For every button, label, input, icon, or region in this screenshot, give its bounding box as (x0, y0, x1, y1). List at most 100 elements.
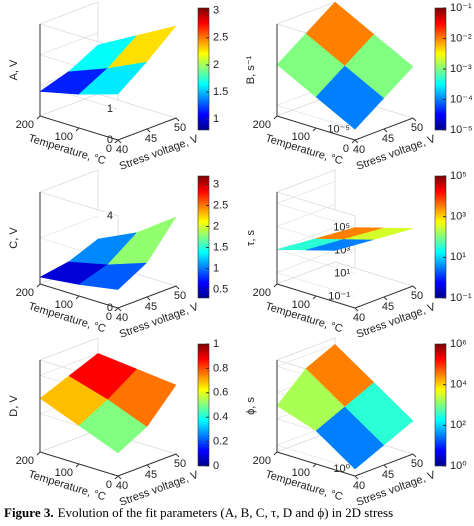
y-tick-label: 100 (292, 131, 310, 143)
x-tick (117, 139, 122, 144)
y-tick (75, 127, 80, 132)
y-tick-label: 200 (16, 119, 34, 131)
colorbar-tick-label: 0.5 (213, 283, 228, 295)
x-tick-label: 40 (353, 480, 365, 492)
y-tick (273, 115, 278, 120)
x-tick (412, 117, 417, 122)
y-tick-label: 0 (106, 143, 112, 155)
y-tick-label: 200 (16, 455, 34, 467)
x-tick (354, 307, 359, 312)
colorbar-tick-label: 10⁻¹ (450, 292, 472, 304)
colorbar-tick-label: 10⁻⁵ (450, 124, 473, 136)
colorbar-tick-label: 0.4 (213, 411, 228, 423)
z-axis-label: B, s⁻¹ (245, 55, 257, 84)
y-tick-label: 100 (292, 299, 310, 311)
colorbar-tick-label: 2 (213, 59, 219, 71)
y-tick (75, 295, 80, 300)
y-tick (36, 283, 41, 288)
x-tick-label: 40 (353, 312, 365, 324)
x-tick-label: 40 (116, 480, 128, 492)
colorbar-tick-label: 0.6 (213, 387, 228, 399)
colorbar-tick-label: 10⁻¹ (450, 2, 472, 14)
caption: Figure 3. Evolution of the fit parameters… (4, 505, 474, 521)
y-tick (273, 451, 278, 456)
x-tick-label: 40 (116, 312, 128, 324)
y-tick (114, 475, 119, 480)
surface-patch (107, 368, 177, 428)
x-tick (117, 307, 122, 312)
z-tick-label: 4 (107, 210, 113, 222)
y-tick (36, 115, 41, 120)
x-tick-label: 45 (145, 301, 157, 313)
colorbar-tick-label: 0.8 (213, 362, 228, 374)
colorbar-tick-label: 10⁴ (450, 379, 467, 391)
x-tick (383, 464, 388, 469)
y-tick-label: 200 (253, 455, 271, 467)
z-axis-label: τ, s (245, 230, 257, 246)
x-tick-label: 50 (411, 290, 423, 302)
y-tick (273, 283, 278, 288)
surface-plot: 10⁰10²10⁴10⁶100200404550ϕ, sTemperature,… (245, 337, 467, 509)
z-axis-label: D, V (8, 395, 20, 417)
colorbar-tick-label: 1.5 (213, 86, 228, 98)
x-tick (117, 475, 122, 480)
colorbar (434, 175, 447, 299)
y-tick-label: 0 (343, 143, 349, 155)
colorbar (197, 175, 210, 299)
x-tick-label: 50 (174, 290, 186, 302)
z-axis-label: ϕ, s (245, 397, 257, 415)
colorbar-tick-label: 2.5 (213, 32, 228, 44)
z-tick-label: 10⁻⁵ (327, 123, 350, 135)
y-tick (351, 139, 356, 144)
y-tick (114, 307, 119, 312)
y-tick (75, 463, 80, 468)
y-tick (312, 463, 317, 468)
y-tick-label: 100 (55, 131, 73, 143)
x-axis-label: Stress voltage, V (355, 301, 438, 341)
x-tick-label: 40 (116, 144, 128, 156)
x-axis-label: Stress voltage, V (355, 133, 438, 173)
z-axis-label: C, V (8, 227, 20, 249)
x-tick (412, 453, 417, 458)
colorbar-tick-label: 0.2 (213, 436, 228, 448)
z-tick-label: 10⁰ (333, 463, 350, 475)
colorbar-tick-label: 10¹ (450, 251, 466, 263)
z-tick-label: 0 (107, 302, 113, 314)
x-axis-label: Stress voltage, V (355, 469, 438, 505)
x-axis-label: Stress voltage, V (118, 469, 201, 505)
x-tick (175, 285, 180, 290)
x-tick-label: 50 (174, 458, 186, 470)
x-tick (146, 128, 151, 133)
y-tick (36, 451, 41, 456)
colorbar (197, 343, 210, 467)
z-tick-label: 1 (107, 103, 113, 115)
colorbar-tick-label: 10³ (450, 211, 466, 223)
colorbar (434, 343, 447, 467)
colorbar-tick-label: 0 (213, 460, 219, 472)
z-axis-label: A, V (8, 59, 20, 80)
colorbar-tick-label: 1.5 (213, 241, 228, 253)
z-tick-label: 10¹ (334, 267, 350, 279)
x-tick-label: 40 (353, 144, 365, 156)
y-tick-label: 0 (106, 311, 112, 323)
x-tick-label: 45 (382, 133, 394, 145)
x-tick (383, 296, 388, 301)
x-tick-label: 45 (145, 133, 157, 145)
x-tick (354, 139, 359, 144)
y-tick-label: 0 (106, 479, 112, 491)
x-tick-label: 45 (382, 301, 394, 313)
x-tick (383, 128, 388, 133)
x-tick-label: 45 (145, 469, 157, 481)
y-tick-label: 100 (55, 467, 73, 479)
colorbar-tick-label: 10⁻² (450, 32, 472, 44)
x-tick (175, 117, 180, 122)
z-tick-label: 0 (107, 134, 113, 146)
x-tick (146, 464, 151, 469)
colorbar-tick-label: 1 (213, 338, 219, 350)
colorbar-tick-label: 10⁻⁴ (450, 93, 473, 105)
z-tick-label: 10⁻¹ (328, 290, 350, 302)
